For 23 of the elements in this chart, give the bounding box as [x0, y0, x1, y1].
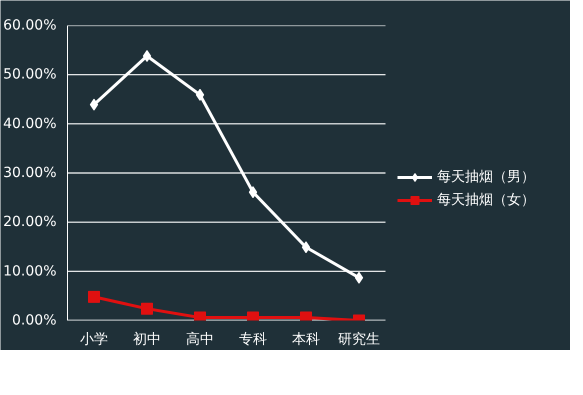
point	[142, 50, 152, 62]
x-tick-label: 小学	[80, 332, 108, 348]
point	[302, 241, 310, 254]
point	[196, 88, 204, 101]
y-tick-label: 60.00%	[3, 18, 57, 34]
y-tick-label: 20.00%	[3, 214, 57, 230]
legend-label: 每天抽烟（女）	[437, 191, 535, 209]
x-tick-label: 本科	[292, 332, 320, 348]
point	[141, 302, 153, 315]
point	[248, 186, 258, 198]
point	[354, 272, 364, 284]
y-tick-label: 40.00%	[3, 116, 57, 132]
point	[88, 290, 100, 303]
y-tick-label: 30.00%	[3, 165, 57, 181]
y-tick-label: 0.00%	[12, 312, 57, 328]
y-tick-label: 10.00%	[3, 263, 57, 280]
point	[90, 98, 98, 111]
x-tick-label: 初中	[133, 332, 161, 348]
x-tick-label: 高中	[186, 332, 214, 348]
legend-label: 每天抽烟（男）	[437, 168, 535, 186]
x-tick-label: 专科	[239, 332, 267, 348]
x-tick-label: 研究生	[338, 332, 380, 348]
y-tick-label: 50.00%	[3, 66, 57, 83]
